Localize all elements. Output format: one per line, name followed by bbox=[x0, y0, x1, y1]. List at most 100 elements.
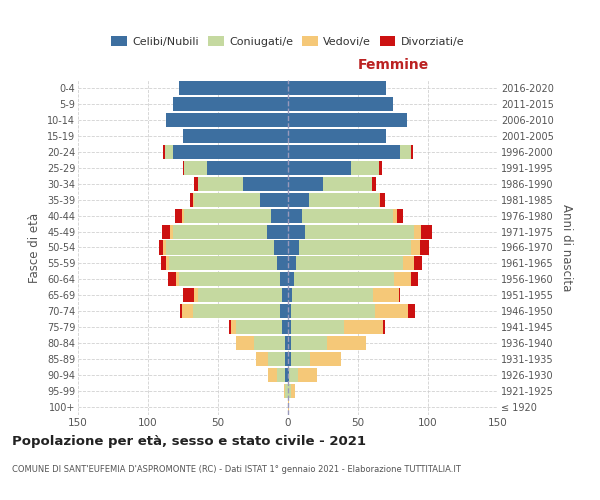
Bar bbox=[298, 368, 317, 382]
Bar bbox=[288, 256, 296, 270]
Bar bbox=[375, 304, 409, 318]
Bar bbox=[236, 320, 283, 334]
Bar bbox=[285, 336, 288, 350]
Bar bbox=[414, 224, 421, 238]
Y-axis label: Fasce di età: Fasce di età bbox=[28, 212, 41, 282]
Bar bbox=[159, 240, 163, 254]
Bar bbox=[256, 352, 268, 366]
Bar bbox=[291, 320, 344, 334]
Bar bbox=[288, 81, 386, 95]
Bar bbox=[288, 176, 323, 190]
Bar bbox=[372, 176, 376, 190]
Bar bbox=[193, 192, 194, 206]
Bar bbox=[288, 352, 291, 366]
Bar bbox=[291, 304, 375, 318]
Bar bbox=[288, 208, 302, 222]
Bar bbox=[182, 208, 184, 222]
Bar bbox=[179, 272, 280, 286]
Bar bbox=[291, 336, 327, 350]
Bar bbox=[277, 256, 288, 270]
Bar bbox=[411, 240, 419, 254]
Bar bbox=[180, 304, 182, 318]
Text: COMUNE DI SANT'EUFEMIA D'ASPROMONTE (RC) - Dati ISTAT 1° gennaio 2021 - Elaboraz: COMUNE DI SANT'EUFEMIA D'ASPROMONTE (RC)… bbox=[12, 465, 461, 474]
Bar bbox=[288, 272, 293, 286]
Bar bbox=[165, 145, 173, 159]
Bar bbox=[285, 384, 288, 398]
Bar bbox=[190, 192, 193, 206]
Bar bbox=[288, 224, 305, 238]
Bar bbox=[288, 368, 289, 382]
Bar bbox=[327, 336, 367, 350]
Bar bbox=[288, 113, 407, 127]
Bar bbox=[305, 224, 414, 238]
Bar bbox=[163, 145, 165, 159]
Bar bbox=[163, 240, 166, 254]
Bar bbox=[288, 129, 386, 143]
Bar bbox=[183, 160, 184, 175]
Text: Popolazione per età, sesso e stato civile - 2021: Popolazione per età, sesso e stato civil… bbox=[12, 435, 366, 448]
Bar bbox=[283, 320, 288, 334]
Bar bbox=[199, 176, 243, 190]
Text: Femmine: Femmine bbox=[358, 58, 428, 71]
Bar bbox=[194, 176, 199, 190]
Bar bbox=[285, 352, 288, 366]
Bar bbox=[167, 272, 176, 286]
Bar bbox=[179, 81, 288, 95]
Bar bbox=[268, 368, 277, 382]
Bar bbox=[292, 288, 373, 302]
Bar bbox=[299, 240, 411, 254]
Bar bbox=[170, 224, 173, 238]
Bar bbox=[280, 304, 288, 318]
Bar bbox=[207, 160, 288, 175]
Bar bbox=[162, 224, 170, 238]
Bar bbox=[393, 208, 397, 222]
Bar bbox=[288, 240, 299, 254]
Bar bbox=[379, 160, 382, 175]
Bar bbox=[173, 145, 288, 159]
Legend: Celibi/Nubili, Coniugati/e, Vedovi/e, Divorziati/e: Celibi/Nubili, Coniugati/e, Vedovi/e, Di… bbox=[107, 32, 469, 52]
Bar bbox=[291, 384, 295, 398]
Bar bbox=[274, 240, 288, 254]
Bar bbox=[288, 320, 291, 334]
Bar bbox=[194, 288, 199, 302]
Bar bbox=[288, 336, 291, 350]
Bar bbox=[288, 145, 400, 159]
Bar bbox=[182, 304, 193, 318]
Bar bbox=[383, 320, 385, 334]
Bar bbox=[169, 256, 277, 270]
Bar bbox=[230, 320, 236, 334]
Bar bbox=[323, 176, 372, 190]
Bar bbox=[183, 129, 288, 143]
Bar bbox=[184, 208, 271, 222]
Bar bbox=[394, 272, 411, 286]
Bar bbox=[199, 288, 283, 302]
Bar bbox=[284, 384, 285, 398]
Bar bbox=[409, 304, 415, 318]
Bar bbox=[414, 256, 422, 270]
Bar bbox=[260, 192, 288, 206]
Bar bbox=[403, 256, 414, 270]
Bar bbox=[173, 224, 267, 238]
Bar bbox=[173, 97, 288, 111]
Bar bbox=[283, 288, 288, 302]
Bar bbox=[184, 160, 207, 175]
Bar bbox=[351, 160, 379, 175]
Bar bbox=[285, 368, 288, 382]
Bar bbox=[421, 224, 432, 238]
Bar bbox=[373, 288, 398, 302]
Bar bbox=[267, 224, 288, 238]
Bar bbox=[166, 113, 288, 127]
Bar bbox=[254, 336, 285, 350]
Bar bbox=[419, 240, 430, 254]
Bar bbox=[380, 192, 385, 206]
Bar bbox=[411, 145, 413, 159]
Bar bbox=[411, 272, 418, 286]
Bar bbox=[193, 304, 280, 318]
Bar bbox=[194, 192, 260, 206]
Bar bbox=[310, 352, 341, 366]
Bar bbox=[397, 208, 403, 222]
Bar bbox=[289, 368, 298, 382]
Bar bbox=[161, 256, 166, 270]
Bar bbox=[288, 384, 291, 398]
Bar bbox=[176, 272, 179, 286]
